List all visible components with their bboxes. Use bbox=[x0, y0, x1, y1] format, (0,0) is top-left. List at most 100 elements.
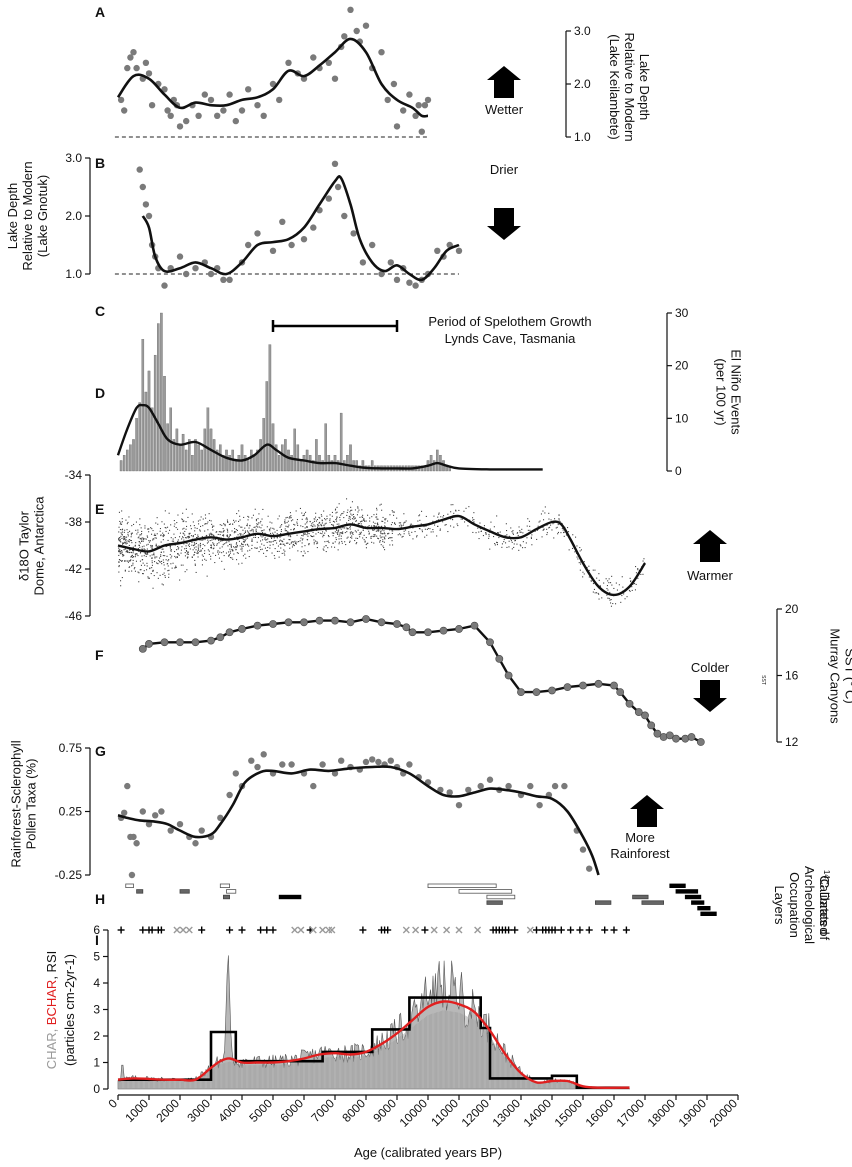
data-point bbox=[455, 801, 463, 809]
d18o-sample-point bbox=[206, 523, 208, 525]
date-marker-x bbox=[309, 926, 317, 934]
d18o-sample-point bbox=[271, 537, 273, 539]
d18o-sample-point bbox=[219, 524, 221, 526]
x-tick-label: 3000 bbox=[184, 1096, 213, 1125]
d18o-sample-point bbox=[226, 541, 228, 543]
d18o-sample-point bbox=[185, 528, 187, 530]
d18o-sample-point bbox=[155, 537, 157, 539]
d18o-sample-point bbox=[373, 529, 375, 531]
data-point bbox=[338, 757, 345, 764]
d18o-sample-point bbox=[247, 531, 249, 533]
d18o-sample-point bbox=[177, 540, 179, 542]
d18o-sample-point bbox=[212, 525, 214, 527]
d18o-sample-point bbox=[297, 550, 299, 552]
d18o-sample-point bbox=[128, 516, 130, 518]
y-axis-title-line: Murray Canyons bbox=[828, 628, 843, 724]
d18o-sample-point bbox=[410, 524, 412, 526]
data-point bbox=[164, 107, 171, 114]
d18o-sample-point bbox=[340, 528, 342, 530]
data-point bbox=[139, 183, 146, 191]
d18o-sample-point bbox=[315, 533, 317, 535]
d18o-sample-point bbox=[241, 546, 243, 548]
d18o-sample-point bbox=[442, 521, 444, 523]
d18o-sample-point bbox=[302, 555, 304, 557]
el-nino-bar bbox=[194, 439, 197, 472]
date-marker-x bbox=[474, 926, 482, 934]
d18o-sample-point bbox=[357, 522, 359, 524]
date-marker-x bbox=[185, 926, 193, 934]
d18o-sample-point bbox=[334, 521, 336, 523]
d18o-sample-point bbox=[123, 538, 125, 540]
d18o-sample-point bbox=[144, 564, 146, 566]
d18o-sample-point bbox=[202, 548, 204, 550]
d18o-sample-point bbox=[623, 593, 625, 595]
d18o-sample-point bbox=[364, 540, 366, 542]
d18o-sample-point bbox=[176, 549, 178, 551]
d18o-sample-point bbox=[383, 541, 385, 543]
d18o-sample-point bbox=[284, 519, 286, 521]
d18o-sample-point bbox=[263, 544, 265, 546]
d18o-sample-point bbox=[246, 523, 248, 525]
d18o-sample-point bbox=[315, 520, 317, 522]
d18o-sample-point bbox=[360, 523, 362, 525]
d18o-sample-point bbox=[493, 536, 495, 538]
d18o-sample-point bbox=[473, 521, 475, 523]
d18o-sample-point bbox=[127, 521, 129, 523]
d18o-sample-point bbox=[426, 534, 428, 536]
d18o-sample-point bbox=[450, 525, 452, 527]
d18o-sample-point bbox=[306, 518, 308, 520]
d18o-sample-point bbox=[270, 536, 272, 538]
d18o-sample-point bbox=[182, 537, 184, 539]
d18o-sample-point bbox=[341, 532, 343, 534]
d18o-sample-point bbox=[323, 549, 325, 551]
d18o-sample-point bbox=[185, 521, 187, 523]
d18o-sample-point bbox=[273, 537, 275, 539]
d18o-sample-point bbox=[177, 546, 179, 548]
d18o-sample-point bbox=[382, 520, 384, 522]
d18o-sample-point bbox=[374, 522, 376, 524]
d18o-sample-point bbox=[327, 540, 329, 542]
d18o-sample-point bbox=[351, 535, 353, 537]
d18o-sample-point bbox=[450, 504, 452, 506]
d18o-sample-point bbox=[337, 549, 339, 551]
sst-point bbox=[532, 688, 541, 697]
d18o-sample-point bbox=[193, 525, 195, 527]
d18o-sample-point bbox=[232, 549, 234, 551]
d18o-sample-point bbox=[151, 557, 153, 559]
d18o-sample-point bbox=[306, 517, 308, 519]
d18o-sample-point bbox=[329, 518, 331, 520]
d18o-sample-point bbox=[251, 530, 253, 532]
d18o-sample-point bbox=[166, 545, 168, 547]
d18o-sample-point bbox=[473, 519, 475, 521]
d18o-sample-point bbox=[380, 530, 382, 532]
d18o-sample-point bbox=[312, 536, 314, 538]
y-axis-tick-label: 2.0 bbox=[65, 209, 82, 223]
d18o-sample-point bbox=[376, 529, 378, 531]
d18o-sample-point bbox=[134, 570, 136, 572]
date-marker-x bbox=[402, 926, 410, 934]
d18o-sample-point bbox=[402, 524, 404, 526]
d18o-sample-point bbox=[621, 595, 623, 597]
d18o-sample-point bbox=[279, 540, 281, 542]
d18o-sample-point bbox=[122, 542, 124, 544]
d18o-sample-point bbox=[349, 531, 351, 533]
data-point bbox=[245, 86, 252, 93]
d18o-sample-point bbox=[261, 518, 263, 520]
data-point bbox=[279, 218, 286, 225]
d18o-sample-point bbox=[519, 544, 521, 546]
d18o-sample-point bbox=[127, 533, 129, 535]
d18o-sample-point bbox=[234, 531, 236, 533]
d18o-sample-point bbox=[184, 530, 186, 532]
d18o-sample-point bbox=[345, 544, 347, 546]
d18o-sample-point bbox=[430, 531, 432, 533]
d18o-sample-point bbox=[394, 523, 396, 525]
d18o-sample-point bbox=[247, 515, 249, 517]
d18o-sample-point bbox=[146, 544, 148, 546]
sst-point bbox=[653, 729, 662, 738]
d18o-sample-point bbox=[126, 551, 128, 553]
d18o-sample-point bbox=[562, 529, 564, 531]
d18o-sample-point bbox=[311, 535, 313, 537]
d18o-sample-point bbox=[634, 583, 636, 585]
d18o-sample-point bbox=[485, 532, 487, 534]
data-point bbox=[412, 112, 419, 120]
